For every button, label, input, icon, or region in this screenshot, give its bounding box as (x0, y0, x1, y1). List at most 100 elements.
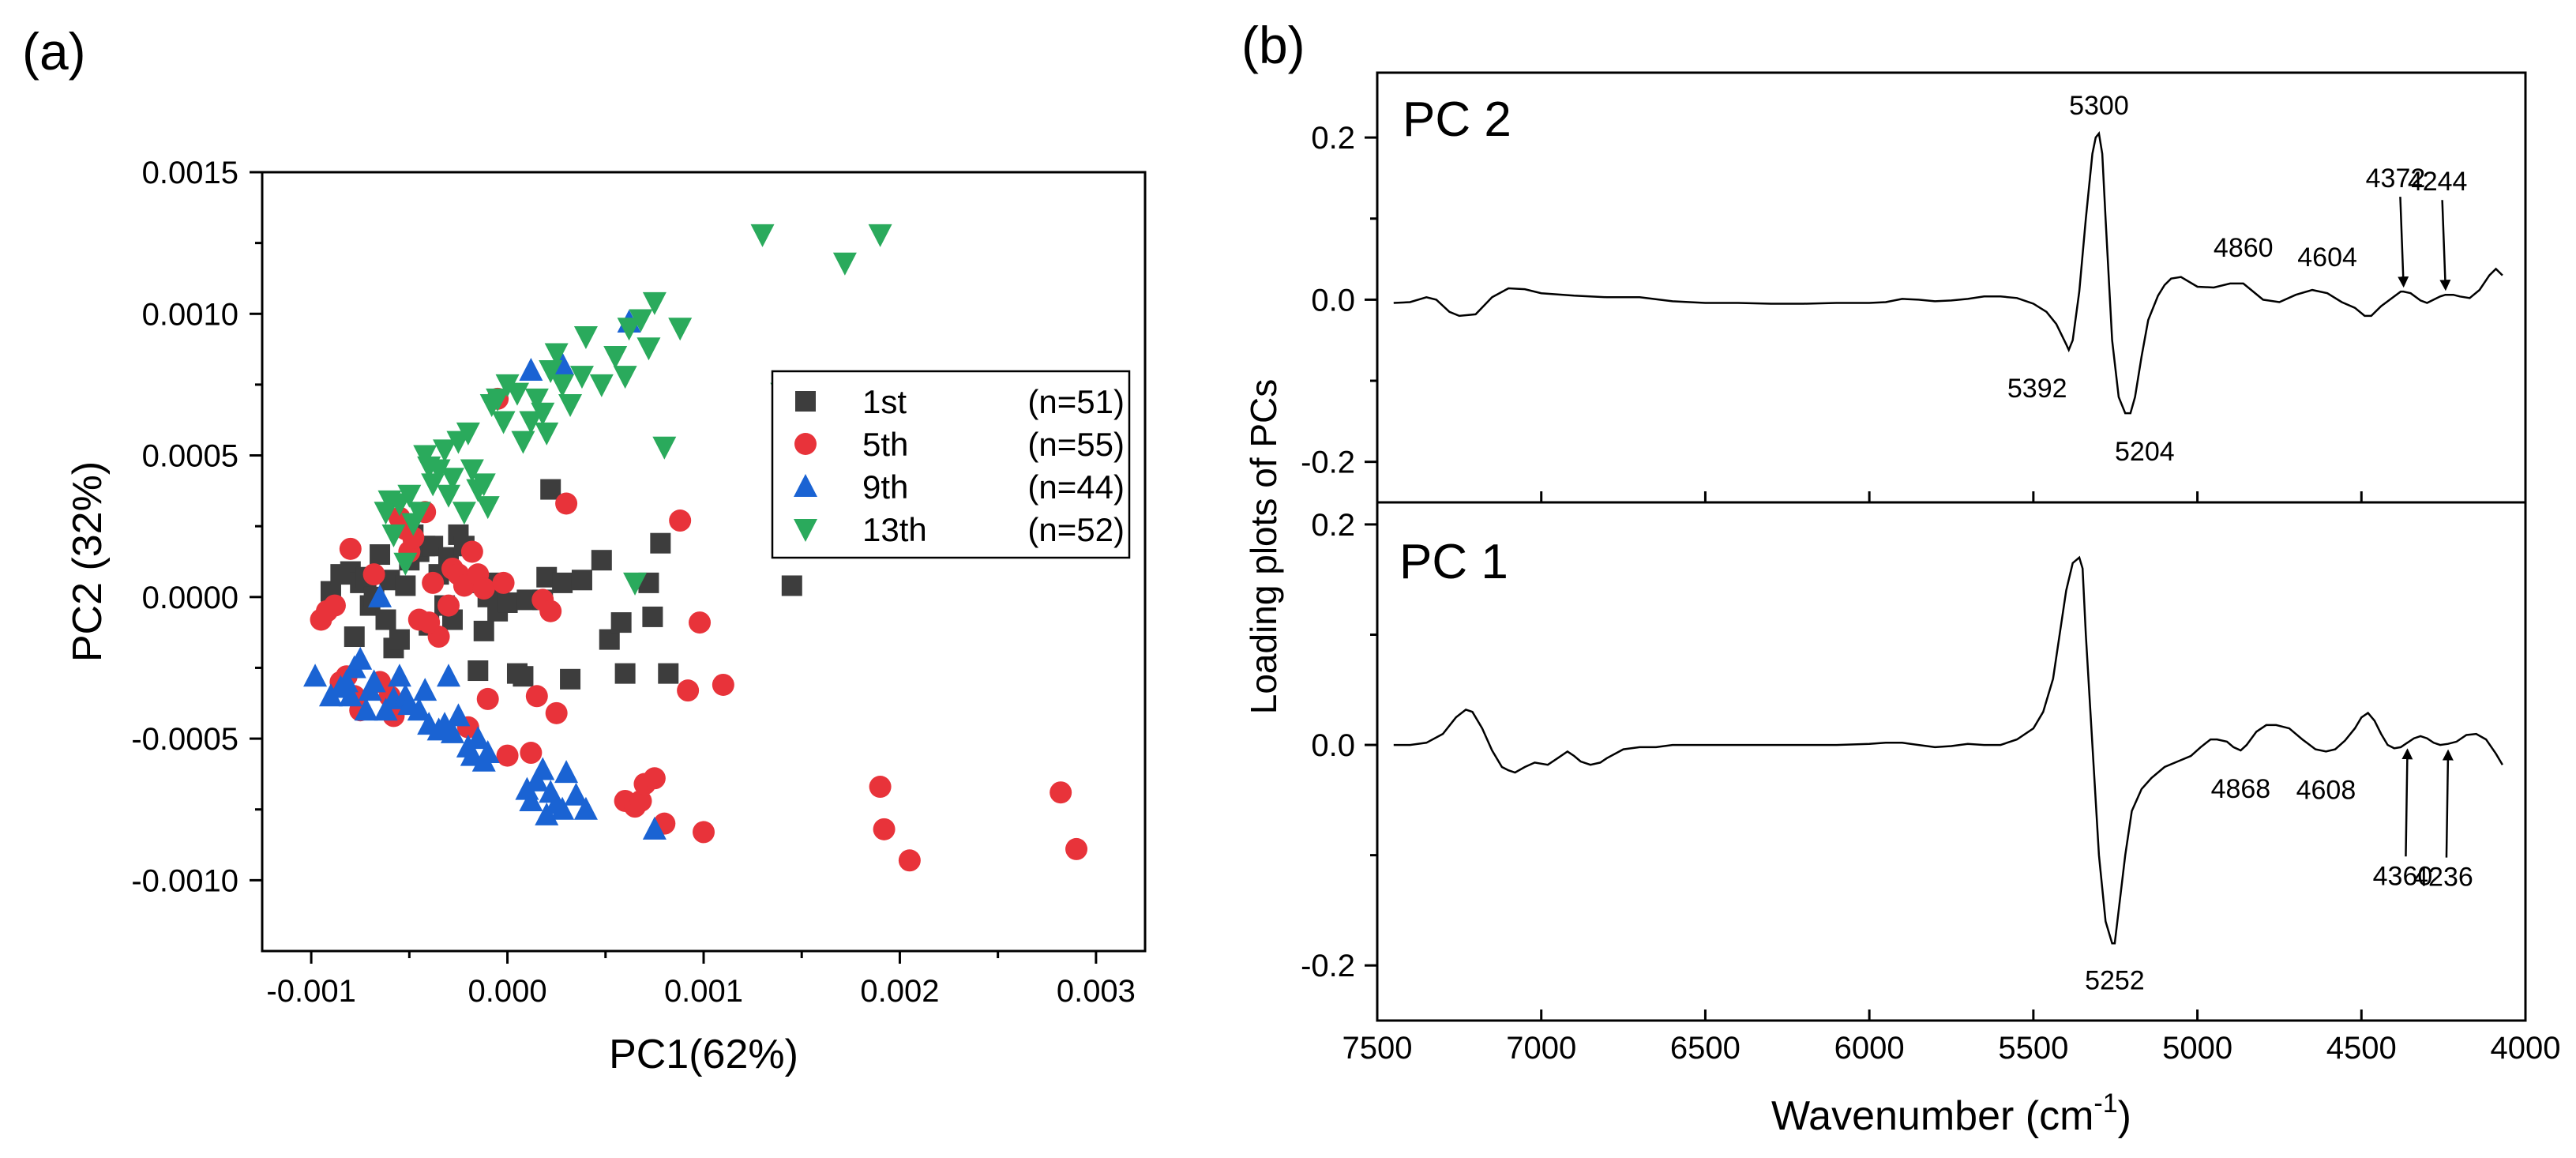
scatter-point-13th (603, 346, 628, 370)
panel-a-label: (a) (22, 22, 86, 81)
pc1-subplot-label: PC 1 (1399, 535, 1508, 589)
loading-x-tick-label: 6000 (1834, 1031, 1905, 1066)
scatter-point-9th (519, 788, 543, 811)
scatter-point-13th (531, 402, 555, 426)
scatter-point-5th (712, 673, 734, 696)
loading-x-tick-label: 4500 (2326, 1031, 2397, 1066)
scatter-point-13th (456, 422, 480, 446)
scatter-point-9th (334, 669, 359, 693)
loading-x-tick-label: 5000 (2162, 1031, 2232, 1066)
scatter-point-5th (873, 818, 896, 840)
scatter-point-13th (573, 325, 598, 349)
scatter-point-5th (323, 594, 346, 617)
scatter-point-1st (552, 572, 573, 593)
peak-arrow (2439, 200, 2451, 291)
scatter-point-9th (642, 816, 667, 840)
peak-label: 5204 (2115, 437, 2175, 467)
scatter-point-13th (668, 318, 693, 341)
scatter-point-13th (832, 252, 857, 276)
scatter-x-tick-label: 0.002 (860, 974, 939, 1009)
scatter-point-9th (446, 703, 471, 727)
scatter-point-1st (395, 575, 416, 596)
scatter-point-5th (492, 571, 515, 594)
scatter-point-1st (571, 570, 592, 591)
scatter-point-13th (452, 502, 476, 525)
scatter-point-5th (555, 492, 578, 515)
scatter-x-axis-title: PC1(62%) (609, 1032, 798, 1077)
scatter-point-13th (558, 394, 583, 418)
scatter-point-9th (362, 669, 386, 693)
legend-marker-9th (794, 474, 817, 497)
scatter-y-tick-label: -0.0010 (131, 863, 238, 898)
scatter-point-13th (505, 382, 529, 406)
legend-series-name: 1st (862, 383, 907, 420)
scatter-y-tick-label: 0.0015 (142, 156, 238, 190)
scatter-point-13th (519, 411, 543, 434)
loading-x-axis-title-superscript: -1 (2093, 1088, 2117, 1119)
scatter-point-5th (869, 776, 892, 799)
scatter-point-1st (560, 668, 581, 690)
scatter-point-5th (525, 685, 548, 708)
scatter-x-tick-label: 0.001 (664, 974, 743, 1009)
legend-marker-1st (795, 391, 816, 412)
legend-series-count: (n=51) (1027, 383, 1125, 420)
loading-x-axis-title-text: Wavenumber (cm (1771, 1093, 2093, 1139)
scatter-point-13th (750, 224, 775, 247)
peak-label: 4372 (2366, 164, 2426, 194)
scatter-point-5th (1065, 837, 1088, 860)
scatter-point-13th (636, 337, 661, 361)
legend-series-name: 5th (862, 426, 908, 463)
scatter-point-9th (440, 720, 464, 743)
scatter-point-1st (513, 666, 534, 687)
scatter-point-1st (370, 544, 391, 566)
scatter-legend: 1st (n=51) 5th (n=55) 9th (n=44) 13th (n=52) (771, 370, 1131, 559)
scatter-y-tick-label: 0.0005 (142, 439, 238, 474)
scatter-point-9th (303, 664, 328, 687)
loading-x-tick-label: 6500 (1670, 1031, 1740, 1066)
scatter-point-5th (669, 509, 692, 532)
loading-y-axis-title: Loading plots of PCs (1243, 379, 1284, 715)
scatter-point-9th (554, 760, 579, 784)
scatter-point-13th (407, 502, 431, 525)
scatter-point-13th (460, 459, 484, 483)
panel-b-label: (b) (1241, 16, 1305, 74)
legend-series-name: 13th (862, 511, 927, 548)
loading-y-tick-label: 0.2 (1311, 121, 1355, 156)
scatter-point-1st (591, 550, 612, 571)
scatter-point-13th (475, 496, 500, 520)
scatter-point-5th (422, 571, 445, 594)
scatter-point-13th (535, 422, 559, 446)
legend-series-count: (n=55) (1027, 426, 1125, 463)
scatter-point-13th (629, 309, 653, 333)
scatter-point-1st (642, 606, 663, 627)
scatter-point-1st (650, 532, 671, 554)
loading-x-tick-label: 7500 (1342, 1031, 1413, 1066)
peak-label: 4868 (2211, 774, 2271, 804)
scatter-point-1st (781, 575, 802, 596)
peak-arrow (2398, 197, 2409, 288)
scatter-point-5th (339, 537, 362, 560)
scatter-y-tick-label: 0.0010 (142, 297, 238, 332)
scatter-point-13th (652, 436, 677, 460)
scatter-points (303, 224, 1088, 872)
scatter-point-13th (617, 318, 641, 341)
scatter-point-5th (539, 600, 562, 622)
scatter-point-13th (433, 439, 457, 463)
scatter-point-13th (550, 374, 575, 397)
scatter-point-5th (496, 744, 519, 767)
scatter-point-13th (426, 459, 451, 483)
scatter-point-5th (545, 701, 568, 724)
scatter-point-5th (693, 821, 715, 844)
pc1-loading-line (1393, 555, 2503, 945)
scatter-point-9th (348, 646, 373, 670)
scatter-point-13th (613, 366, 637, 389)
scatter-point-9th (338, 683, 362, 707)
peak-arrow (2401, 748, 2413, 857)
scatter-point-5th (472, 577, 495, 600)
scatter-point-13th (524, 388, 549, 412)
pc2-loading-line (1393, 131, 2503, 415)
scatter-point-9th (407, 697, 431, 721)
scatter-point-9th (466, 726, 490, 750)
peak-label: 4236 (2413, 863, 2473, 893)
loading-x-tick-label: 5500 (1998, 1031, 2068, 1066)
